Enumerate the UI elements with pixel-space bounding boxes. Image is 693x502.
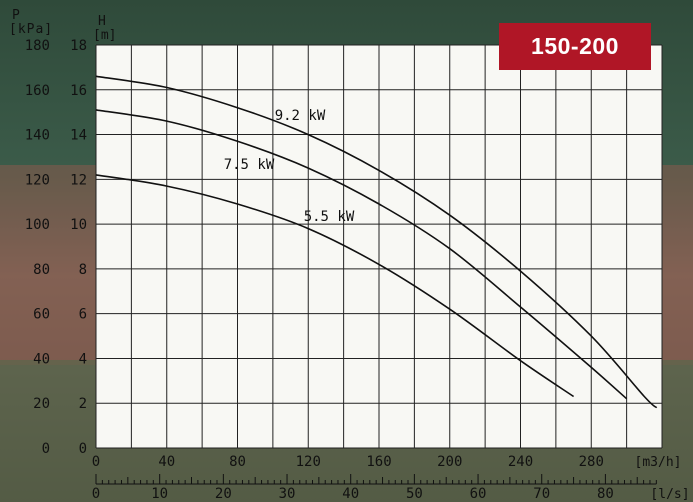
p-tick-label: 60 bbox=[33, 307, 50, 323]
flow-ls-tick-label: 70 bbox=[533, 486, 550, 502]
flow-m3h-tick-label: 120 bbox=[296, 454, 321, 470]
flow-ls-tick-label: 40 bbox=[342, 486, 359, 502]
h-axis-symbol: H bbox=[98, 14, 106, 29]
p-axis-symbol: P bbox=[12, 8, 20, 23]
h-tick-label: 16 bbox=[70, 83, 87, 99]
h-axis-unit: [m] bbox=[93, 28, 117, 43]
flow-m3h-tick-label: 280 bbox=[579, 454, 604, 470]
h-tick-label: 8 bbox=[79, 262, 87, 278]
h-tick-label: 4 bbox=[79, 351, 87, 367]
p-tick-label: 20 bbox=[33, 396, 50, 412]
h-tick-label: 0 bbox=[79, 441, 87, 457]
h-tick-label: 10 bbox=[70, 217, 87, 233]
p-tick-label: 40 bbox=[33, 351, 50, 367]
flow-m3h-unit-label: [m3/h] bbox=[635, 455, 682, 470]
p-axis-unit: [kPa] bbox=[9, 22, 54, 37]
h-tick-label: 6 bbox=[79, 307, 87, 323]
p-tick-label: 180 bbox=[25, 38, 50, 54]
h-tick-label: 12 bbox=[70, 172, 87, 188]
flow-m3h-tick-label: 0 bbox=[92, 454, 100, 470]
flow-ls-tick-label: 50 bbox=[406, 486, 423, 502]
pump-curve-line bbox=[95, 75, 658, 409]
p-tick-label: 100 bbox=[25, 217, 50, 233]
p-tick-label: 80 bbox=[33, 262, 50, 278]
flow-ls-tick-label: 60 bbox=[470, 486, 487, 502]
pump-curve-line bbox=[95, 174, 575, 398]
flow-m3h-tick-label: 240 bbox=[508, 454, 533, 470]
curve-power-label: 7.5 kW bbox=[224, 157, 275, 173]
p-tick-label: 160 bbox=[25, 83, 50, 99]
curve-power-label: 9.2 kW bbox=[275, 108, 326, 124]
flow-ls-tick-label: 80 bbox=[597, 486, 614, 502]
flow-ls-tick-label: 0 bbox=[92, 486, 100, 502]
flow-m3h-tick-label: 40 bbox=[158, 454, 175, 470]
curve-power-label: 5.5 kW bbox=[304, 209, 355, 225]
flow-m3h-tick-label: 200 bbox=[437, 454, 462, 470]
pump-curve-line bbox=[95, 109, 628, 400]
p-tick-label: 0 bbox=[42, 441, 50, 457]
p-tick-label: 140 bbox=[25, 128, 50, 144]
flow-m3h-tick-label: 160 bbox=[366, 454, 391, 470]
h-tick-label: 18 bbox=[70, 38, 87, 54]
flow-ls-tick-label: 20 bbox=[215, 486, 232, 502]
h-tick-label: 2 bbox=[79, 396, 87, 412]
p-tick-label: 120 bbox=[25, 172, 50, 188]
flow-ls-unit-label: [l/s] bbox=[650, 487, 689, 502]
flow-m3h-tick-label: 80 bbox=[229, 454, 246, 470]
model-badge: 150-200 bbox=[499, 23, 651, 70]
h-tick-label: 14 bbox=[70, 128, 87, 144]
flow-ls-tick-label: 30 bbox=[279, 486, 296, 502]
flow-ls-tick-label: 10 bbox=[151, 486, 168, 502]
